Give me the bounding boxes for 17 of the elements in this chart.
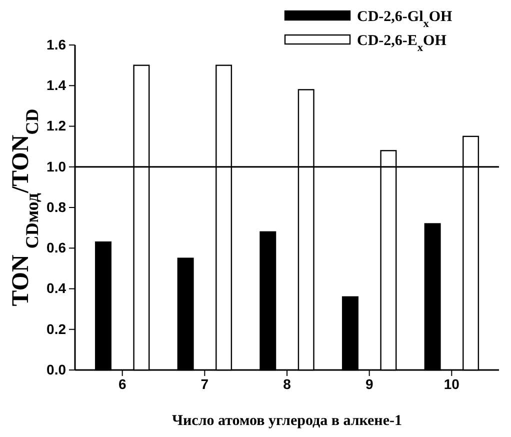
y-tick-label: 0.2 — [46, 320, 66, 337]
x-tick-label: 9 — [365, 376, 374, 392]
x-tick-label: 7 — [200, 376, 209, 392]
y-tick-label: 0.0 — [46, 361, 66, 378]
x-axis-title: Число атомов углерода в алкене-1 — [172, 413, 402, 429]
x-tick-label: 8 — [283, 376, 292, 392]
y-tick-label: 0.8 — [46, 198, 66, 215]
x-tick-label: 10 — [444, 376, 460, 392]
y-tick-label: 1.4 — [46, 77, 66, 94]
y-tick-label: 1.6 — [46, 36, 66, 52]
y-tick-label: 0.6 — [46, 240, 66, 256]
y-tick-label: 0.4 — [46, 280, 66, 296]
y-tick-label: 1.0 — [46, 158, 66, 174]
legend-label: CD-2,6-Gl$_{x}$OH — [357, 9, 453, 30]
y-tick-label: 1.2 — [46, 118, 66, 134]
x-tick-label: 6 — [118, 376, 126, 392]
legend-label: CD-2,6-E$_{x}$OH — [357, 33, 447, 54]
